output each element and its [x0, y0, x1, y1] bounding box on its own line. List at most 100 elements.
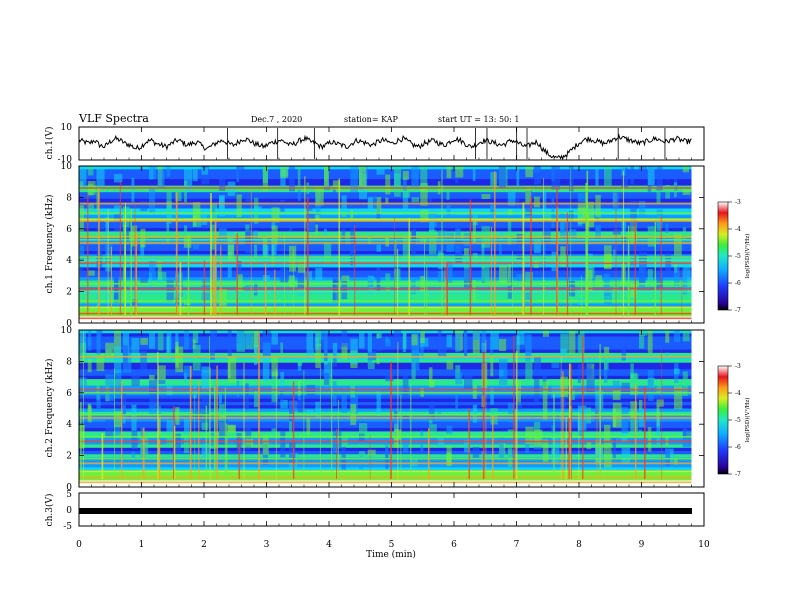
spectrogram-speckle	[481, 242, 485, 269]
spectrogram-line	[79, 287, 692, 290]
spectrogram-speckle	[219, 404, 225, 420]
spectrogram-band	[79, 483, 692, 488]
spectrogram-speckle	[630, 401, 637, 419]
spectrogram-band	[79, 283, 692, 288]
colorbar-tick-label: -5	[735, 253, 741, 260]
spectrogram-band	[79, 431, 692, 436]
spectrogram-speckle	[604, 359, 608, 383]
spectrogram-speckle	[219, 289, 227, 307]
spectrogram-speckle	[402, 441, 409, 453]
spectrogram-speckle	[289, 442, 296, 464]
spectrogram-speckle	[166, 419, 175, 433]
spectrogram-speckle	[192, 344, 201, 371]
spectrogram-band	[79, 385, 692, 390]
spectrogram-speckle	[289, 166, 295, 176]
spectrogram-speckle	[455, 166, 464, 178]
spec-ytick-label: 6	[66, 225, 72, 235]
spectrogram-speckle	[385, 339, 391, 347]
spectrogram-band	[79, 251, 692, 255]
spectrogram-band	[79, 467, 692, 472]
spectrogram-speckle	[437, 330, 442, 348]
spectrogram-speckle	[367, 232, 372, 244]
spectrogram-speckle	[394, 330, 401, 348]
spectrogram-speckle	[105, 374, 114, 401]
spectrogram-speckle	[96, 330, 101, 355]
spectrogram-band	[79, 293, 692, 298]
spectrogram-speckle	[192, 401, 202, 420]
spectrogram-speckle	[306, 271, 312, 282]
spectrogram-speckle	[271, 356, 278, 377]
spectrogram-speckle	[236, 166, 245, 178]
spectrogram-speckle	[184, 365, 192, 377]
spectrogram-speckle	[525, 334, 532, 358]
ch2-spec-ylabel: ch.2 Frequency (kHz)	[44, 359, 55, 458]
spectrogram-speckle	[149, 188, 156, 213]
spectrogram-speckle	[551, 198, 555, 204]
spectrogram-speckle	[201, 166, 210, 185]
spectrogram-speckle	[140, 240, 145, 266]
x-tick-label: 9	[639, 540, 645, 550]
spectrogram-speckle	[639, 200, 646, 216]
spectrogram-line	[79, 392, 692, 394]
spectrogram-speckle	[612, 389, 621, 401]
spectrogram-speckle	[166, 434, 175, 445]
spectrogram-band	[79, 169, 692, 173]
spectrogram-speckle	[551, 363, 560, 369]
spectrogram-band	[79, 398, 692, 403]
spectrogram-speckle	[289, 275, 295, 288]
spectrogram-speckle	[446, 187, 450, 200]
spectrogram-speckle	[656, 186, 661, 205]
spectrogram-speckle	[315, 401, 320, 418]
spectrogram-speckle	[184, 166, 193, 192]
spectrogram-speckle	[122, 345, 128, 367]
spectrogram-speckle	[595, 225, 601, 243]
spectrogram-speckle	[604, 289, 612, 305]
spectrogram-speckle	[359, 166, 367, 187]
spectrogram-speckle	[639, 166, 647, 173]
spectrogram-speckle	[254, 206, 262, 213]
spectrogram-speckle	[332, 188, 336, 198]
spectrogram-speckle	[507, 339, 515, 350]
spectrogram-speckle	[420, 183, 428, 206]
spectrogram-speckle	[429, 367, 433, 386]
spectrogram-speckle	[376, 267, 381, 291]
spectrogram-band	[79, 175, 692, 180]
spectrogram-speckle	[254, 244, 258, 267]
spectrogram-speckle	[542, 189, 547, 212]
spectrogram-speckle	[236, 330, 245, 350]
spectrogram-speckle	[402, 170, 409, 180]
spectrogram-band	[79, 208, 692, 213]
spectrogram-band	[79, 313, 692, 317]
spectrogram-line	[79, 317, 692, 320]
colorbar-tick-label: -5	[735, 417, 741, 424]
spectrogram-speckle	[542, 214, 552, 220]
spectrogram-speckle	[472, 404, 478, 423]
spectrogram-speckle	[245, 232, 252, 246]
spectrogram-speckle	[446, 261, 453, 283]
spectrogram-band	[79, 300, 692, 304]
spectrogram-line	[79, 417, 692, 419]
spectrogram-band	[79, 470, 692, 475]
spectrogram-speckle	[639, 330, 648, 336]
spectrogram-speckle	[472, 279, 476, 301]
spectrogram-band	[79, 296, 692, 301]
ch1-spectrogram-panel: 0 2 4 6 8 10 ch.1 Frequency (kHz)	[44, 162, 705, 329]
spectrogram-speckle	[350, 388, 358, 415]
spectrogram-band	[79, 352, 692, 357]
spectrogram-speckle	[682, 166, 689, 173]
spectrogram-band	[79, 254, 692, 258]
spectrogram-speckle	[245, 438, 254, 448]
spectrogram-speckle	[569, 210, 574, 225]
spectrogram-line	[79, 300, 692, 302]
spectrogram-speckle	[595, 215, 600, 233]
spectrogram-band	[79, 424, 692, 429]
spectrogram-speckle	[254, 391, 259, 408]
spectrogram-speckle	[271, 207, 280, 223]
spectrogram-speckle	[131, 299, 138, 306]
spectrogram-speckle	[674, 458, 678, 465]
spectrogram-speckle	[394, 417, 400, 439]
spectrogram-speckle	[507, 190, 516, 206]
spectrogram-speckle	[184, 433, 189, 454]
spectrogram-speckle	[131, 371, 140, 386]
spectrogram-speckle	[630, 282, 638, 298]
